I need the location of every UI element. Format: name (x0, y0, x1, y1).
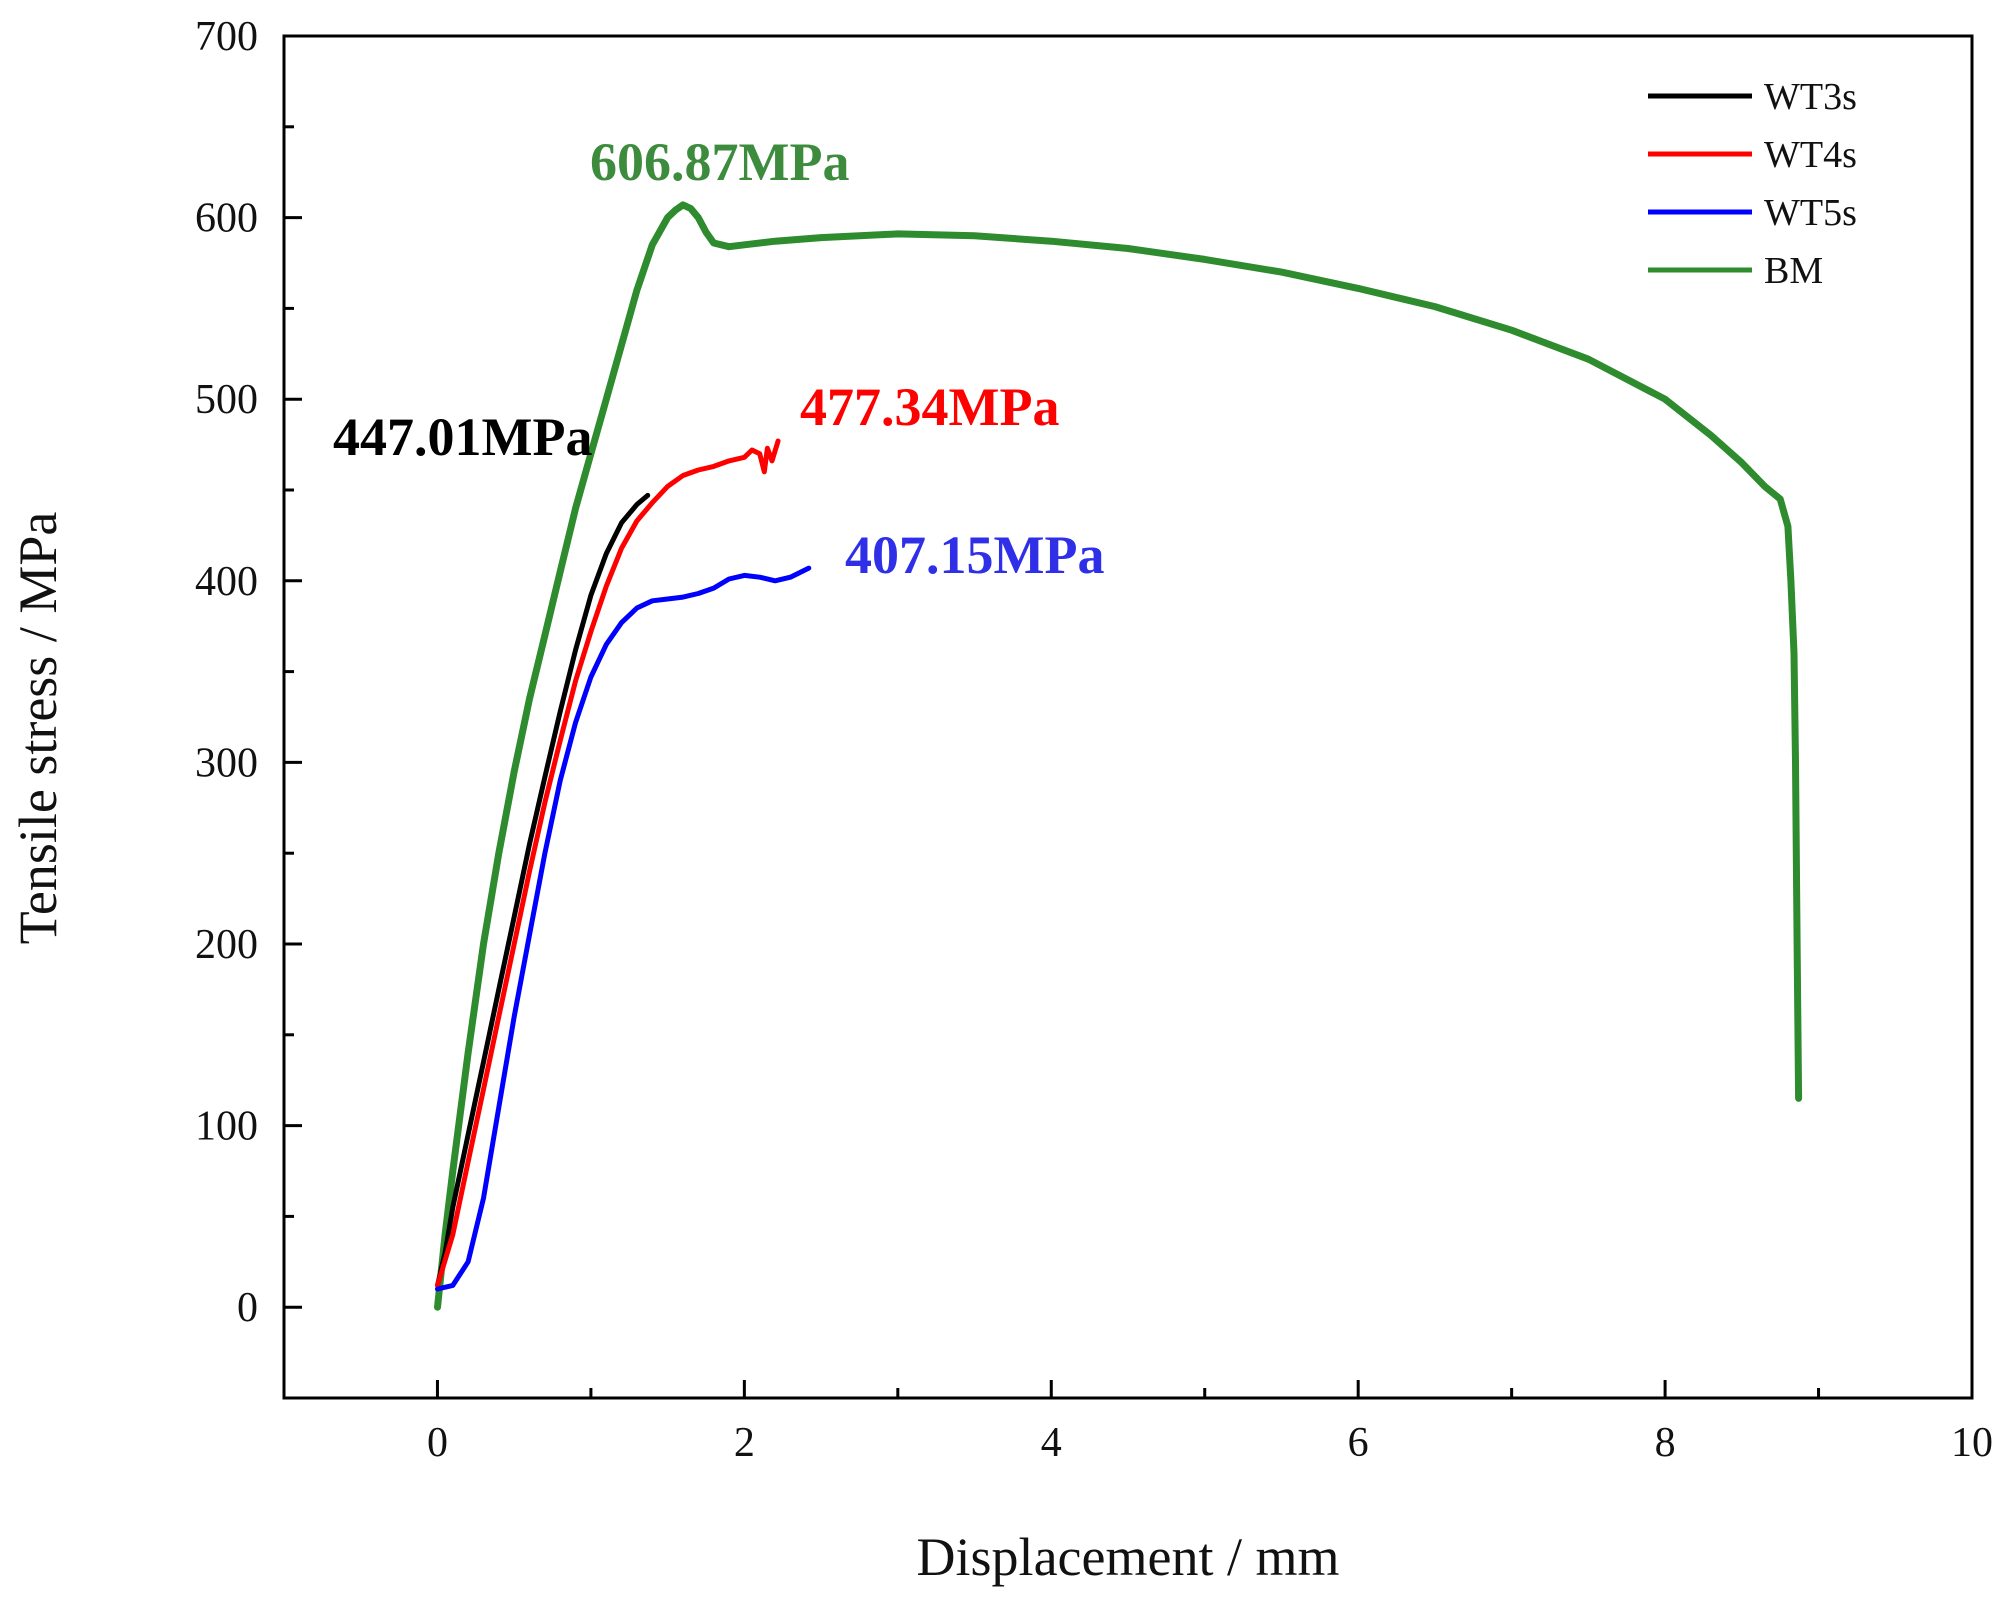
plot-frame (282, 34, 1974, 1400)
legend-label-bm: BM (1764, 250, 1823, 292)
annotation-wt5s-peak: 407.15MPa (845, 525, 1104, 585)
legend: WT3s WT4s WT5s BM (1648, 76, 1857, 292)
x-tick-label: 8 (1655, 1420, 1676, 1466)
annotation-wt4s-peak: 477.34MPa (800, 377, 1059, 437)
axis-ticks (284, 34, 1974, 1398)
series-line-wt4s (435, 438, 781, 1288)
x-tick-label: 0 (427, 1420, 448, 1466)
annotation-wt3s-peak: 447.01MPa (333, 407, 592, 467)
legend-label-wt4s: WT4s (1764, 134, 1857, 176)
series-layer (434, 201, 1803, 1311)
x-tick-label: 4 (1041, 1420, 1062, 1466)
y-tick-label: 400 (195, 559, 258, 605)
x-tick-label: 10 (1951, 1420, 1993, 1466)
series-line-wt5s (435, 565, 812, 1292)
x-tick-label: 6 (1348, 1420, 1369, 1466)
y-tick-label: 600 (195, 196, 258, 242)
y-axis-title: Tensile stress / MPa (8, 512, 68, 945)
annotation-bm-peak: 606.87MPa (590, 132, 849, 192)
legend-label-wt3s: WT3s (1764, 76, 1857, 118)
series-line-wt3s (435, 492, 651, 1288)
y-tick-label: 0 (237, 1285, 258, 1331)
y-tick-label: 200 (195, 922, 258, 968)
y-tick-label: 500 (195, 377, 258, 423)
x-axis-title: Displacement / mm (917, 1527, 1340, 1587)
series-line-bm (434, 201, 1803, 1311)
x-tick-label: 2 (734, 1420, 755, 1466)
y-tick-label: 100 (195, 1104, 258, 1150)
y-tick-label: 300 (195, 740, 258, 786)
legend-label-wt5s: WT5s (1764, 192, 1857, 234)
y-tick-label: 700 (195, 14, 258, 60)
